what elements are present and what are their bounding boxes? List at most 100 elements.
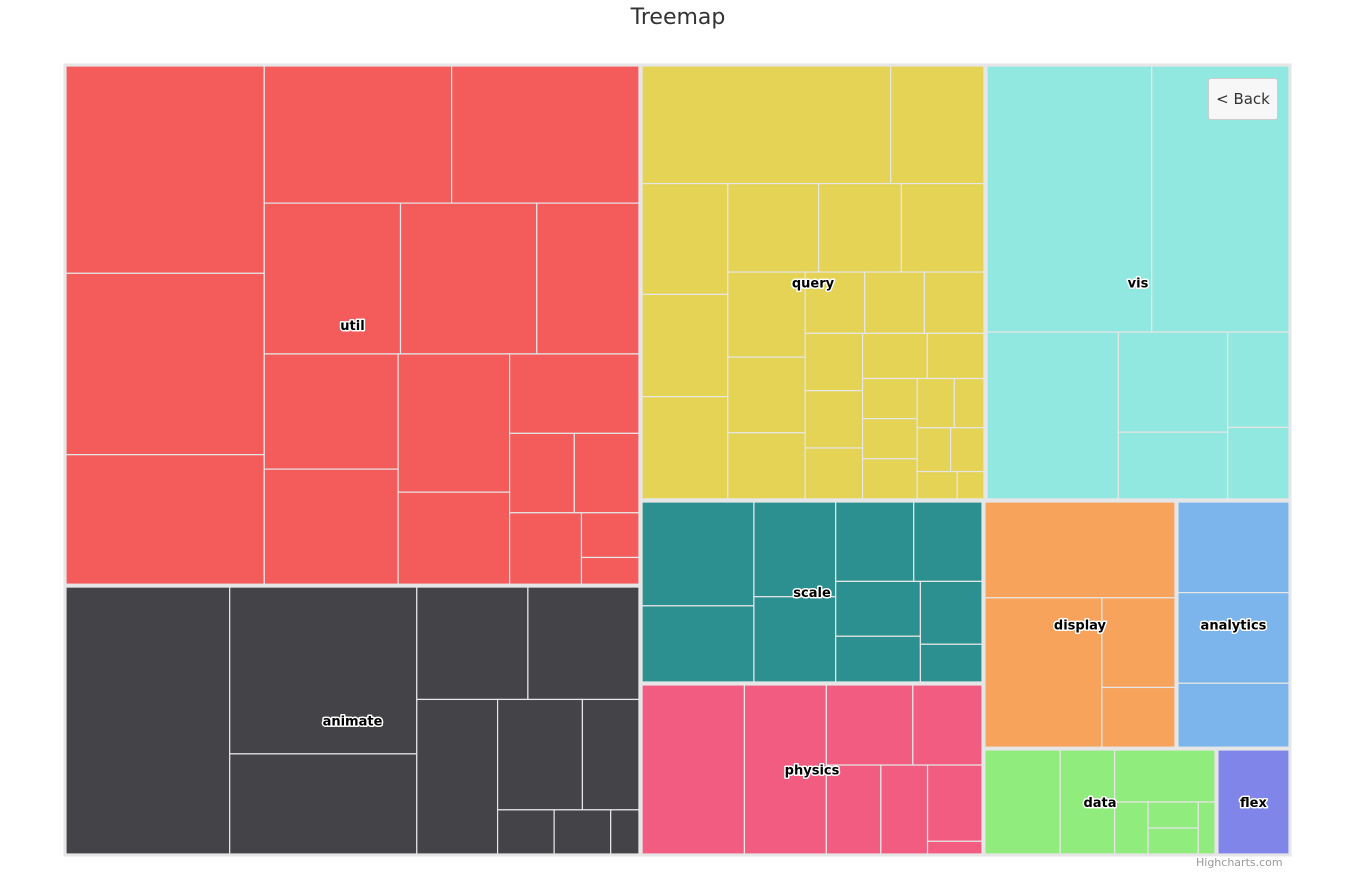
credits-link[interactable]: Highcharts.com <box>1196 856 1283 869</box>
treemap-cell-scale-6[interactable] <box>835 580 922 637</box>
treemap-cell-util-10[interactable] <box>397 353 511 493</box>
treemap-cell-scale-3[interactable] <box>753 596 837 683</box>
treemap-cell-vis-3[interactable] <box>1117 331 1229 433</box>
treemap-cell-query-26[interactable] <box>916 470 958 500</box>
treemap-cell-query-17[interactable] <box>861 332 928 380</box>
treemap-cell-data-6[interactable] <box>1197 801 1216 855</box>
treemap-cell-analytics-0[interactable] <box>1177 501 1290 594</box>
treemap-cell-query-20[interactable] <box>861 418 918 460</box>
treemap-cell-data-4[interactable] <box>1147 801 1199 829</box>
treemap-cell-util-11[interactable] <box>397 491 511 585</box>
treemap-cell-util-7[interactable] <box>536 202 640 355</box>
back-button[interactable]: < Back <box>1208 78 1278 120</box>
treemap-cell-query-5[interactable] <box>727 182 820 273</box>
treemap-cell-query-25[interactable] <box>949 427 985 473</box>
treemap-cell-scale-4[interactable] <box>835 501 915 583</box>
treemap-cell-scale-9[interactable] <box>919 643 983 683</box>
treemap-cell-scale-2[interactable] <box>753 501 837 598</box>
treemap-cell-query-1[interactable] <box>890 65 985 185</box>
treemap-cell-query-4[interactable] <box>641 396 729 500</box>
treemap-cell-util-14[interactable] <box>573 432 640 514</box>
treemap-cell-util-16[interactable] <box>580 512 640 559</box>
treemap-cell-scale-7[interactable] <box>835 635 922 683</box>
treemap-cell-physics-3[interactable] <box>912 684 983 766</box>
treemap-cell-animate-10[interactable] <box>610 809 640 855</box>
treemap-cell-vis-5[interactable] <box>1227 331 1290 429</box>
treemap-cell-query-24[interactable] <box>916 427 952 473</box>
group-flex[interactable] <box>1215 747 1292 857</box>
group-scale[interactable] <box>639 499 985 685</box>
treemap-cell-flex-0[interactable] <box>1217 749 1290 855</box>
treemap-cell-data-5[interactable] <box>1147 827 1199 855</box>
treemap-cell-data-0[interactable] <box>984 749 1061 855</box>
treemap-cell-util-13[interactable] <box>509 432 575 514</box>
treemap-cell-animate-1[interactable] <box>229 586 418 755</box>
group-physics[interactable] <box>639 682 985 857</box>
treemap-cell-util-6[interactable] <box>399 202 538 355</box>
treemap-cell-analytics-2[interactable] <box>1177 682 1290 748</box>
treemap-cell-util-17[interactable] <box>580 556 640 585</box>
treemap-cell-query-11[interactable] <box>804 271 866 334</box>
treemap-cell-animate-4[interactable] <box>527 586 640 701</box>
treemap-cell-physics-7[interactable] <box>926 840 983 855</box>
treemap-cell-animate-9[interactable] <box>553 809 612 855</box>
treemap-cell-query-10[interactable] <box>727 432 806 500</box>
treemap-cell-util-15[interactable] <box>509 512 583 585</box>
treemap-cell-analytics-1[interactable] <box>1177 592 1290 684</box>
treemap-cell-util-3[interactable] <box>263 65 453 204</box>
treemap-cell-animate-3[interactable] <box>416 586 529 701</box>
treemap-cell-util-0[interactable] <box>65 65 265 274</box>
treemap-cell-query-27[interactable] <box>956 470 985 500</box>
treemap-cell-scale-8[interactable] <box>919 580 983 645</box>
treemap-cell-query-8[interactable] <box>727 271 806 358</box>
treemap-cell-util-12[interactable] <box>509 353 640 434</box>
group-display[interactable] <box>982 499 1178 750</box>
treemap-cell-query-23[interactable] <box>953 377 985 429</box>
treemap-cell-physics-5[interactable] <box>880 764 929 855</box>
treemap-cell-util-5[interactable] <box>263 202 402 355</box>
treemap-cell-physics-2[interactable] <box>825 684 914 766</box>
group-query[interactable] <box>639 63 987 502</box>
treemap-cell-util-1[interactable] <box>65 272 265 456</box>
treemap-cell-query-22[interactable] <box>916 377 955 429</box>
treemap-cell-scale-1[interactable] <box>641 605 755 683</box>
treemap-cell-animate-0[interactable] <box>65 586 231 855</box>
treemap-cell-query-2[interactable] <box>641 182 729 295</box>
treemap-cell-query-9[interactable] <box>727 356 806 434</box>
treemap-cell-data-3[interactable] <box>1114 801 1149 855</box>
treemap-cell-query-16[interactable] <box>804 447 864 500</box>
treemap-cell-physics-6[interactable] <box>926 764 983 842</box>
treemap-cell-query-7[interactable] <box>900 182 985 273</box>
treemap-cell-data-2[interactable] <box>1114 749 1216 803</box>
treemap-cell-query-13[interactable] <box>923 271 985 334</box>
treemap-cell-scale-0[interactable] <box>641 501 755 607</box>
treemap-cell-query-21[interactable] <box>861 458 918 500</box>
treemap-cell-display-3[interactable] <box>1101 686 1176 748</box>
treemap-cell-util-2[interactable] <box>65 454 265 585</box>
treemap-cell-animate-7[interactable] <box>581 698 640 811</box>
treemap-cell-query-15[interactable] <box>804 390 864 449</box>
treemap-cell-display-0[interactable] <box>984 501 1176 599</box>
treemap-cell-util-4[interactable] <box>451 65 640 204</box>
treemap-cell-data-1[interactable] <box>1059 749 1116 855</box>
treemap-cell-util-8[interactable] <box>263 353 399 470</box>
treemap-cell-query-12[interactable] <box>864 271 925 334</box>
treemap-cell-vis-4[interactable] <box>1117 431 1229 500</box>
treemap-cell-physics-0[interactable] <box>641 684 746 855</box>
treemap-cell-display-2[interactable] <box>1101 597 1176 689</box>
group-util[interactable] <box>63 63 642 587</box>
treemap-cell-util-9[interactable] <box>263 468 399 585</box>
treemap-cell-vis-0[interactable] <box>986 65 1153 333</box>
treemap-cell-animate-6[interactable] <box>496 698 584 811</box>
treemap-cell-query-0[interactable] <box>641 65 892 185</box>
treemap-cell-scale-5[interactable] <box>913 501 983 583</box>
treemap-cell-vis-6[interactable] <box>1227 426 1290 500</box>
group-analytics[interactable] <box>1175 499 1292 750</box>
group-animate[interactable] <box>63 584 642 857</box>
treemap-cell-animate-8[interactable] <box>496 809 555 855</box>
treemap-cell-query-3[interactable] <box>641 293 729 398</box>
treemap-cell-query-18[interactable] <box>926 332 985 380</box>
treemap-cell-query-19[interactable] <box>861 377 918 420</box>
treemap-cell-query-6[interactable] <box>818 182 902 273</box>
treemap-cell-animate-5[interactable] <box>416 698 499 855</box>
